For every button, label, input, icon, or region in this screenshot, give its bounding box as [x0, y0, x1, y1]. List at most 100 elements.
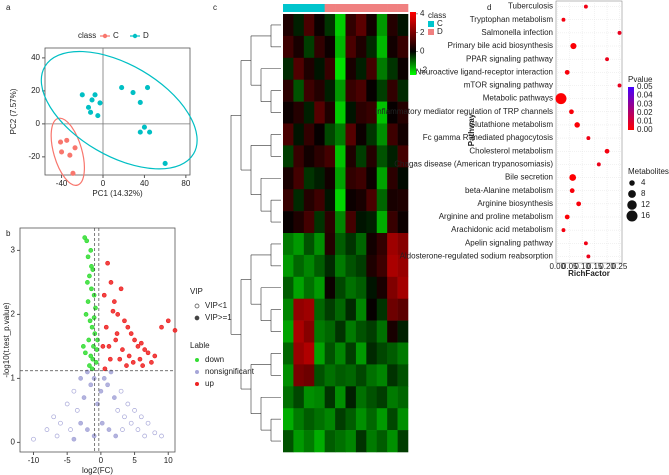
- heatmap-cell: [366, 57, 378, 80]
- heatmap-cell: [387, 211, 398, 234]
- heatmap-cell: [376, 145, 388, 168]
- point: [102, 366, 108, 372]
- heatmap-cell: [366, 276, 378, 299]
- heatmap-cell: [283, 189, 294, 212]
- y-tick-label: Glutathione metabolism: [469, 120, 553, 129]
- point: [172, 328, 178, 333]
- heatmap-cell: [283, 342, 294, 365]
- heatmap-cell: [293, 123, 305, 146]
- heatmap-cell: [324, 101, 336, 124]
- point: [88, 248, 94, 253]
- point: [142, 433, 148, 439]
- point: [111, 299, 117, 304]
- heatmap-cell: [397, 57, 409, 80]
- heatmap-cell: [376, 430, 388, 453]
- colorbar-tick-label: 2: [420, 28, 425, 37]
- bubble: [564, 69, 570, 75]
- point: [90, 356, 96, 362]
- point: [147, 129, 153, 135]
- heatmap-cell: [303, 320, 315, 343]
- bubble: [583, 241, 588, 246]
- point: [93, 305, 98, 311]
- point: [135, 427, 141, 432]
- y-tick-label: Arginine biosynthesis: [477, 199, 553, 208]
- point: [132, 337, 137, 343]
- point: [59, 149, 65, 155]
- point: [107, 356, 113, 362]
- heatmap-cell: [324, 35, 336, 59]
- point: [31, 436, 36, 442]
- legend-label: D: [143, 31, 149, 40]
- point: [149, 360, 154, 365]
- x-axis-label: RichFactor: [568, 269, 610, 278]
- heatmap-cell: [366, 189, 378, 212]
- class-bar-cell: [335, 4, 346, 12]
- point: [145, 420, 151, 426]
- heatmap-cell: [387, 430, 398, 453]
- class-bar-cell: [376, 4, 388, 12]
- point: [87, 318, 93, 324]
- x-tick-label: -40: [56, 179, 68, 188]
- heatmap-cell: [303, 430, 315, 453]
- legend-title: VIP: [190, 287, 203, 296]
- heatmap-cell: [314, 145, 325, 168]
- heatmap-cell: [293, 254, 305, 278]
- bubble: [569, 188, 575, 194]
- heatmap-cell: [397, 167, 409, 190]
- legend-label: D: [437, 27, 443, 36]
- x-tick-label: 80: [181, 179, 190, 188]
- heatmap-cell: [293, 364, 305, 387]
- point: [70, 170, 76, 176]
- y-tick-label: Cholesterol metabolism: [469, 146, 553, 155]
- heatmap-cell: [314, 386, 325, 409]
- point: [137, 356, 143, 362]
- heatmap-cell: [397, 101, 409, 124]
- point: [44, 427, 50, 432]
- y-tick-label: Tuberculosis: [508, 2, 553, 11]
- heatmap-cell: [355, 364, 367, 387]
- heatmap-cell: [366, 211, 378, 234]
- heatmap-cell: [335, 430, 346, 453]
- y-axis-label: PC2 (7.57%): [9, 88, 18, 134]
- point: [92, 92, 98, 98]
- point: [54, 433, 60, 439]
- point: [138, 340, 144, 346]
- heatmap-cell: [283, 57, 294, 80]
- heatmap-cell: [324, 430, 336, 453]
- x-tick-label: 0.00: [549, 262, 565, 271]
- heatmap-cell: [335, 254, 346, 278]
- y-tick-label: Primary bile acid biosynthesis: [448, 41, 553, 50]
- heatmap-cell: [366, 430, 378, 453]
- bubble: [569, 109, 574, 115]
- heatmap-cell: [376, 35, 388, 59]
- heatmap-cell: [324, 14, 336, 37]
- point: [85, 299, 91, 304]
- colorbar-tick-label: 0: [420, 47, 425, 56]
- heatmap-cell: [397, 342, 409, 365]
- heatmap-cell: [293, 298, 305, 321]
- heatmap-cell: [335, 35, 346, 59]
- heatmap-cell: [355, 276, 367, 299]
- legend-title: class: [428, 11, 446, 20]
- heatmap-cell: [376, 57, 388, 80]
- heatmap-cell: [314, 123, 325, 146]
- heatmap-cell: [283, 408, 294, 431]
- heatmap-cell: [355, 298, 367, 321]
- heatmap-cell: [283, 123, 294, 146]
- heatmap-cell: [303, 386, 315, 409]
- legend-title: class: [78, 31, 96, 40]
- heatmap-cell: [335, 189, 346, 212]
- x-axis-label: log2(FC): [82, 466, 113, 475]
- point: [51, 414, 57, 420]
- point: [88, 382, 94, 388]
- heatmap-cell: [335, 79, 346, 102]
- size-legend-key: [627, 200, 637, 210]
- heatmap-cell: [335, 408, 346, 431]
- class-bar-cell: [293, 4, 305, 12]
- point: [89, 264, 94, 269]
- point: [105, 260, 110, 266]
- heatmap-cell: [314, 189, 325, 212]
- point: [115, 408, 121, 413]
- bubble: [596, 162, 601, 167]
- point: [135, 344, 141, 349]
